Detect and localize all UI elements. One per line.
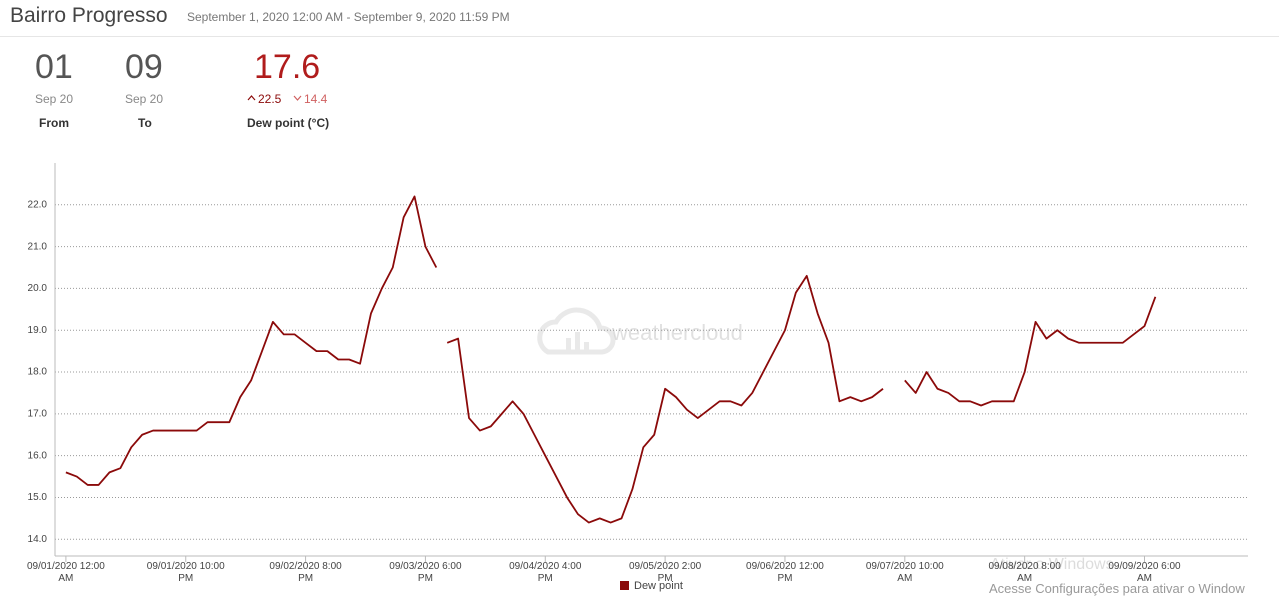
x-tick-label: 09/02/2020 8:00 PM xyxy=(269,561,342,584)
x-tick-label: 09/04/2020 4:00 PM xyxy=(509,561,582,584)
y-tick-label: 22.0 xyxy=(28,199,48,210)
y-tick-label: 21.0 xyxy=(28,241,48,252)
y-tick-label: 16.0 xyxy=(28,450,48,461)
down-icon xyxy=(293,95,302,101)
x-tick-label: 09/03/2020 6:00 PM xyxy=(389,561,462,584)
date-range: September 1, 2020 12:00 AM - September 9… xyxy=(187,10,510,24)
header: Bairro Progresso September 1, 2020 12:00… xyxy=(0,0,1279,37)
stat-unit: Sep 20 xyxy=(125,92,164,106)
stat-high: 22.5 xyxy=(258,92,282,106)
y-tick-label: 20.0 xyxy=(28,283,48,294)
data-line xyxy=(65,195,1157,524)
os-notice-title: Ativar o Windows xyxy=(990,556,1114,573)
y-tick-label: 14.0 xyxy=(28,534,48,545)
stat-value: 09 xyxy=(125,48,163,86)
stat-low: 14.4 xyxy=(304,92,328,106)
x-tick-label: 09/06/2020 12:00 PM xyxy=(746,561,824,584)
x-tick-label: 09/09/2020 6:00 AM xyxy=(1108,561,1181,584)
x-tick-label: 09/01/2020 12:00 AM xyxy=(26,561,105,584)
x-tick-label: 09/01/2020 10:00 PM xyxy=(146,561,225,584)
y-tick-label: 18.0 xyxy=(28,367,48,378)
stat-value: 01 xyxy=(35,48,73,86)
watermark-logo xyxy=(537,307,616,355)
x-tick-label: 09/05/2020 2:00 PM xyxy=(628,561,702,584)
station-title: Bairro Progresso xyxy=(10,4,168,27)
stat-label: To xyxy=(138,116,152,130)
os-notice: Acesse Configurações para ativar o Windo… xyxy=(989,581,1245,596)
stat-label: From xyxy=(39,116,69,130)
stat-unit: Sep 20 xyxy=(35,92,74,106)
legend-swatch xyxy=(620,581,629,590)
watermark: weathercloud xyxy=(611,320,743,345)
y-tick-label: 15.0 xyxy=(28,492,48,503)
stat-value: 17.6 xyxy=(254,48,321,86)
x-tick-label: 09/08/2020 8:00 AM xyxy=(988,561,1061,584)
legend-label: Dew point xyxy=(634,580,683,592)
y-tick-label: 17.0 xyxy=(28,408,48,419)
x-tick-label: 09/07/2020 10:00 AM xyxy=(865,561,944,584)
stat-label: Dew point (°C) xyxy=(247,116,330,130)
y-tick-label: 19.0 xyxy=(28,325,48,336)
up-icon xyxy=(247,95,256,101)
